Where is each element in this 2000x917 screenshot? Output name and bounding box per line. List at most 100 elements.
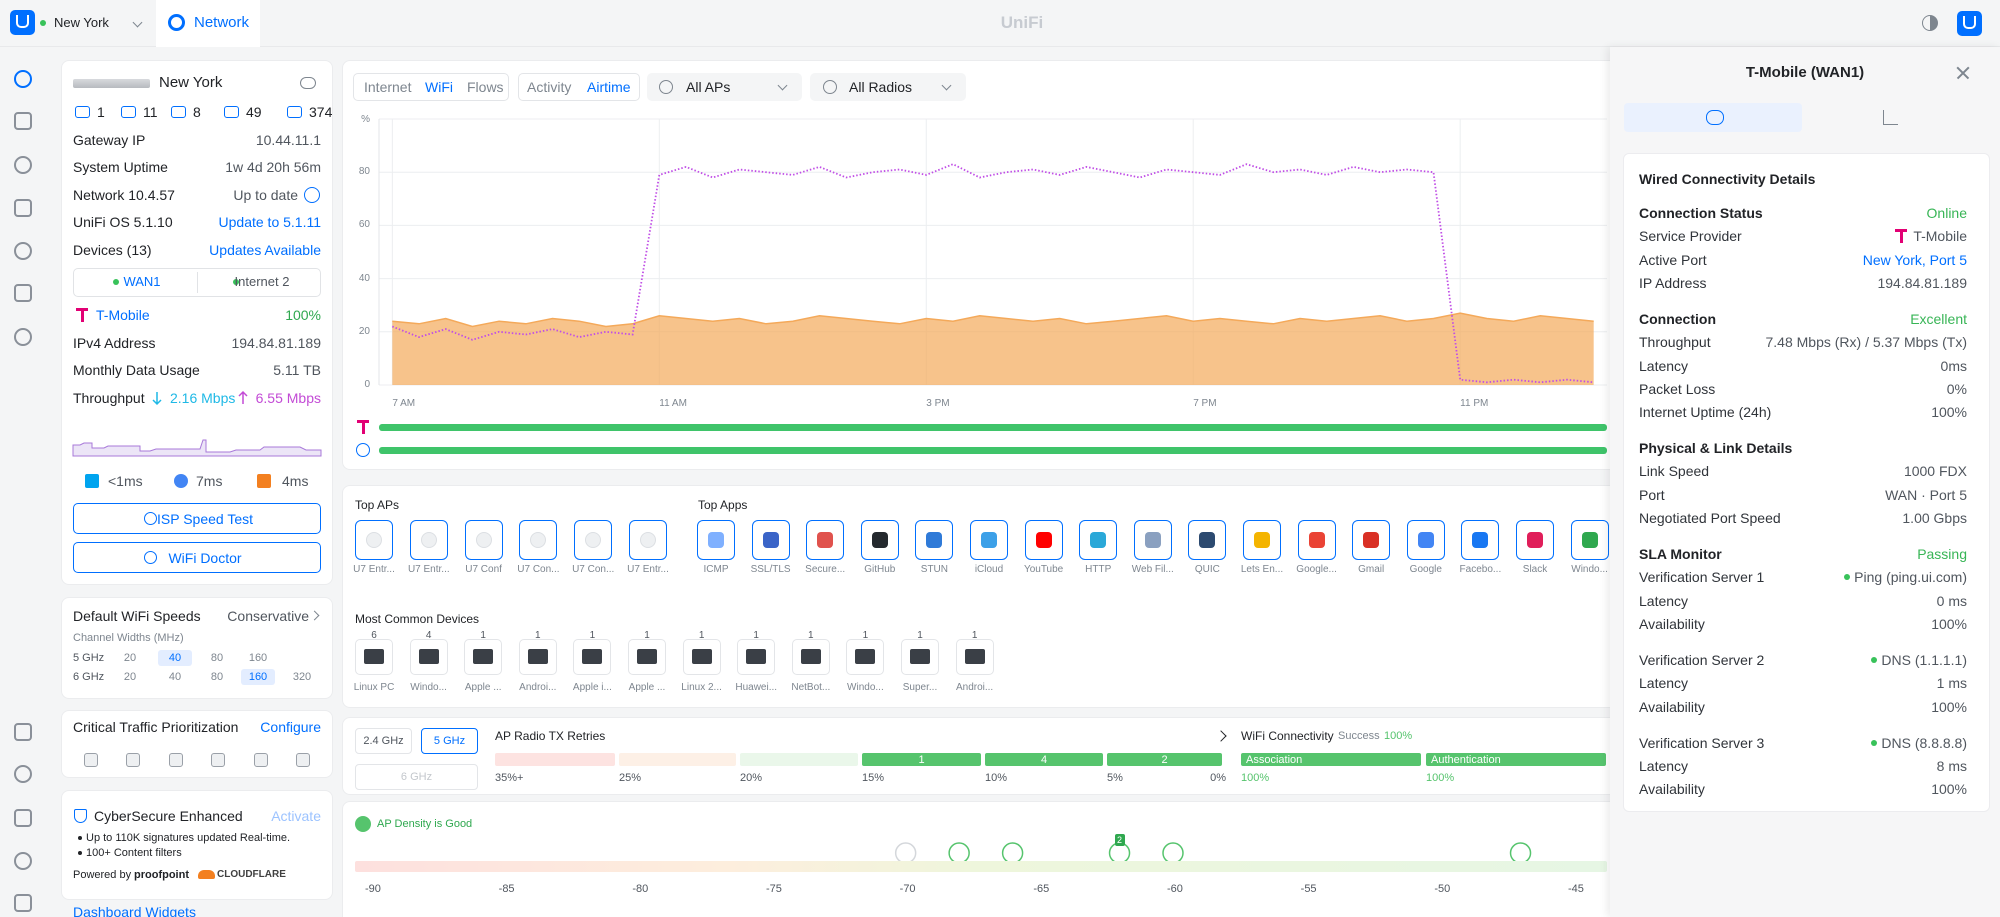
card-title: Default WiFi Speeds [73,608,201,624]
app-name: Network [194,14,250,31]
row-link[interactable]: Update to 5.1.11 [218,214,321,230]
channel-width[interactable]: 40 [168,652,182,664]
app-icon [981,532,997,548]
app-label: Slack [1522,564,1548,575]
count-icon [121,106,136,118]
device-icon [473,649,494,664]
detail-value: 1000 FDX [1903,463,1967,480]
ap-tile[interactable] [519,520,558,560]
dashboard-link[interactable]: Dashboard Widgets [73,904,196,917]
tab-group [353,73,509,101]
nav-icon[interactable] [14,199,32,217]
app-icon [1363,532,1380,548]
throughput-down: 2.16 Mbps [170,390,236,406]
nav-icon[interactable] [14,328,32,346]
section-title: WiFi Connectivity [1241,729,1334,743]
nav-icon[interactable] [14,723,32,741]
nav-icon[interactable] [14,70,32,88]
app-label: STUN [920,564,949,575]
detail-link[interactable]: New York, Port 5 [1862,251,1967,268]
nav-icon[interactable] [14,894,32,912]
speed-mode[interactable]: Conservative [227,608,309,624]
channel-width[interactable]: 40 [168,671,182,683]
channel-width[interactable]: 20 [123,652,137,664]
channel-width[interactable]: 160 [248,652,268,664]
tab[interactable]: Airtime [587,79,631,95]
app-tile[interactable] [1024,520,1063,560]
panel-tab-active[interactable] [1624,103,1802,132]
device-count: 1 [480,630,486,641]
throughput-up: 6.55 Mbps [255,390,321,406]
row-link[interactable]: Updates Available [209,242,321,258]
tab[interactable]: Internet [364,79,412,95]
band-button[interactable] [421,728,478,754]
partner: proofpoint [134,869,189,881]
tab-group [518,73,640,101]
ap-marker [1001,842,1024,864]
retry-count: 4 [1040,753,1048,766]
button-label[interactable]: ISP Speed Test [157,510,253,527]
brand: UniFi [1000,13,1044,32]
density-tick: -80 [632,883,649,895]
density-tick: -90 [365,883,381,895]
device-icon [418,649,439,664]
detail-label: Availability [1639,781,1705,798]
ap-icon [366,532,382,548]
gateway-image [73,79,150,88]
ap-label: U7 Con... [572,564,615,575]
action-button[interactable] [73,542,321,573]
tab[interactable]: Flows [467,79,504,95]
band-label[interactable]: 2.4 GHz [363,735,404,747]
retry-bar [1107,753,1222,766]
chart-card [342,60,1642,470]
card-action[interactable]: Activate [271,808,321,824]
top-bar [0,0,2000,47]
tab[interactable]: WiFi [425,79,453,95]
nav-icon[interactable] [14,112,32,130]
channel-width[interactable]: 320 [292,671,312,683]
theme-toggle[interactable] [1922,15,1938,31]
device-tile[interactable] [409,639,448,675]
card-action[interactable]: Configure [260,719,321,735]
nav-icon[interactable] [14,765,32,783]
band-button[interactable] [355,728,412,754]
site-settings[interactable] [300,77,316,89]
nav-icon[interactable] [14,284,32,302]
device-tile[interactable] [682,639,721,675]
row-value: 1w 4d 20h 56m [225,159,321,175]
band-label[interactable]: 6 GHz [400,771,433,783]
channel-width[interactable]: 160 [248,671,268,683]
detail-value: 100% [1931,615,1967,632]
connectivity-bar [1241,753,1421,766]
isp-name[interactable]: T-Mobile [96,307,150,323]
user-avatar[interactable] [1957,11,1982,36]
nav-icon[interactable] [14,156,32,174]
channel-width[interactable]: 80 [210,652,224,664]
bullet: Up to 110K signatures updated Real-time. [86,832,291,844]
y-axis-label: % [361,114,370,125]
tab[interactable]: Activity [527,79,572,95]
count-icon [224,106,239,118]
wan-tab[interactable]: Internet 2 [234,274,290,289]
device-tile[interactable] [573,639,612,675]
app-tile[interactable] [970,520,1008,560]
band-button[interactable] [355,764,478,790]
band-label[interactable]: 5 GHz [433,735,466,747]
app-icon [1199,532,1216,548]
nav-icon[interactable] [14,852,32,870]
app-label: HTTP [1085,564,1112,575]
avatar-mark [1963,16,1976,29]
retry-bucket: 0% [1210,772,1226,784]
nav-icon[interactable] [14,809,32,827]
step-label: Association [1246,753,1303,766]
density-tick: -45 [1568,883,1584,895]
detail-value: 100% [1931,698,1967,715]
nav-icon[interactable] [14,242,32,260]
channel-width[interactable]: 80 [210,671,224,683]
app-label: Facebo... [1459,564,1502,575]
wan-tab[interactable]: WAN1 [123,274,161,289]
section-heading: Physical & Link Details [1639,440,1793,457]
action-button[interactable] [73,503,321,534]
channel-width[interactable]: 20 [123,671,137,683]
button-label[interactable]: WiFi Doctor [168,549,242,566]
